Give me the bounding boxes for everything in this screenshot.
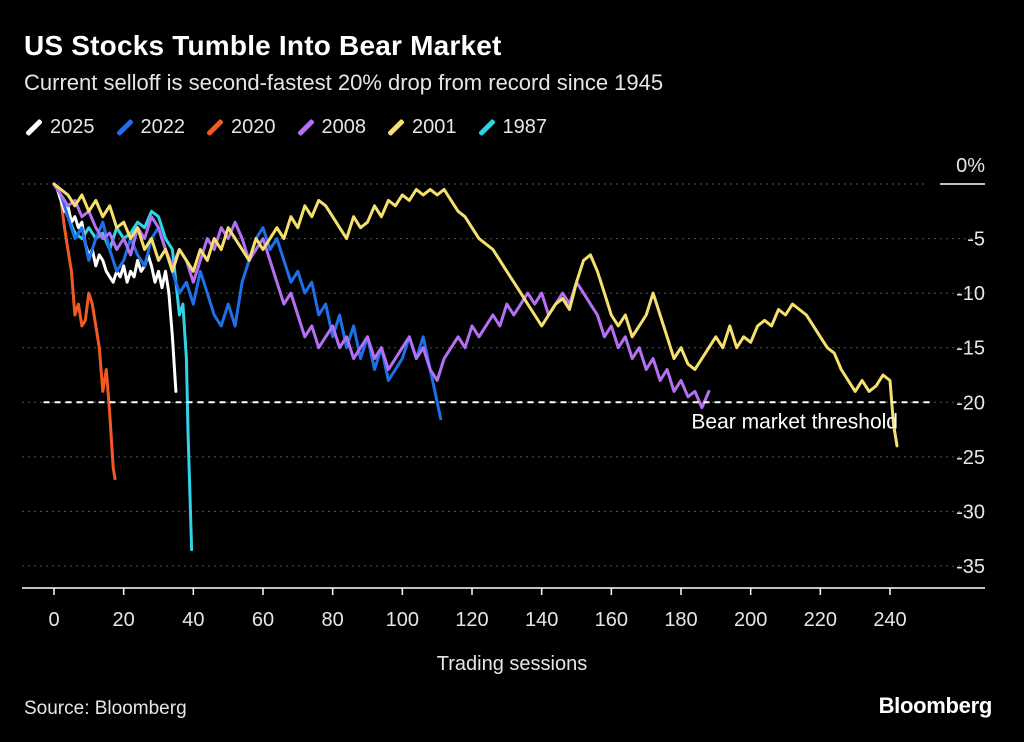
x-tick-label: 0	[48, 609, 59, 631]
axis-layer: 0% -5 -10 -15 -20 -25 -30 -35 0 20 40 60 80 100 120 140…	[22, 155, 985, 631]
x-tick-label: 80	[322, 609, 344, 631]
legend: 2025 2022 2020 2008 2001 1987	[24, 116, 547, 139]
annotation-bear-market-threshold: Bear market threshold	[691, 410, 898, 433]
legend-label: 2022	[140, 116, 186, 138]
chart-subtitle: Current selloff is second-fastest 20% dr…	[24, 70, 664, 95]
x-tick-label: 180	[664, 609, 697, 631]
chart-title: US Stocks Tumble Into Bear Market	[24, 30, 502, 61]
series-line-2001	[52, 182, 899, 448]
x-tick-label: 20	[113, 609, 135, 631]
x-axis-label: Trading sessions	[437, 653, 587, 675]
x-tick-label: 60	[252, 609, 274, 631]
x-tick-label: 240	[873, 609, 906, 631]
x-tick-label: 40	[182, 609, 204, 631]
legend-item-2025: 2025	[24, 116, 95, 139]
y-tick-label: -35	[956, 556, 985, 578]
series-line-2025	[52, 182, 178, 393]
y-tick-label: -10	[956, 283, 985, 305]
legend-item-2008: 2008	[296, 116, 367, 139]
x-tick-label: 200	[734, 609, 767, 631]
y-tick-label: -20	[956, 392, 985, 414]
legend-label: 1987	[502, 116, 548, 138]
legend-item-1987: 1987	[477, 116, 548, 139]
grid-layer	[22, 183, 985, 567]
y-tick-label: -15	[956, 338, 985, 360]
brand-logo: Bloomberg	[878, 693, 993, 718]
y-tick-label: -25	[956, 447, 985, 469]
x-tick-label: 100	[386, 609, 419, 631]
legend-item-2022: 2022	[115, 116, 186, 139]
legend-label: 2025	[50, 116, 95, 138]
x-tick-label: 140	[525, 609, 558, 631]
series-line-2020	[52, 182, 117, 481]
series-line-2022	[52, 182, 443, 421]
y-tick-label: -5	[967, 229, 985, 251]
y-tick-label: -30	[956, 501, 985, 523]
legend-label: 2008	[321, 116, 367, 138]
legend-item-2001: 2001	[386, 116, 457, 139]
y-tick-label: 0%	[956, 155, 985, 177]
series-line-2008	[52, 182, 711, 410]
legend-item-2020: 2020	[205, 116, 276, 139]
threshold-layer: Bear market threshold	[43, 401, 930, 433]
legend-label: 2020	[231, 116, 276, 138]
x-tick-label: 160	[595, 609, 628, 631]
source-note: Source: Bloomberg	[24, 698, 187, 719]
legend-label: 2001	[412, 116, 457, 138]
x-tick-label: 220	[804, 609, 837, 631]
x-tick-label: 120	[455, 609, 488, 631]
series-layer	[52, 182, 899, 552]
